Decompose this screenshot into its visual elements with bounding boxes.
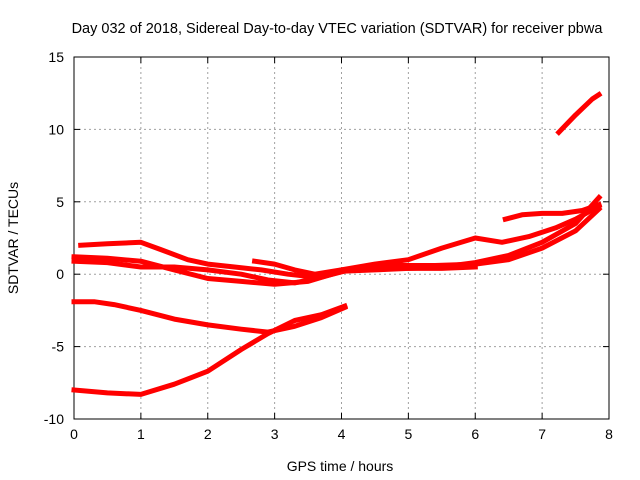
series-line-s8 bbox=[555, 91, 603, 136]
x-tick-label: 5 bbox=[404, 426, 412, 442]
x-tick-label: 3 bbox=[271, 426, 279, 442]
y-tick-label: 5 bbox=[56, 194, 64, 210]
series-line-s2 bbox=[71, 299, 349, 335]
y-tick-label: -5 bbox=[52, 339, 65, 355]
series-line-s6 bbox=[251, 258, 478, 277]
x-tick-label: 4 bbox=[338, 426, 346, 442]
chart-title: Day 032 of 2018, Sidereal Day-to-day VTE… bbox=[72, 21, 604, 37]
data-series bbox=[71, 91, 603, 397]
y-tick-label: 10 bbox=[48, 121, 64, 137]
x-tick-label: 7 bbox=[538, 426, 546, 442]
series-line-s7 bbox=[502, 201, 603, 223]
x-tick-label: 2 bbox=[204, 426, 212, 442]
y-tick-label: -10 bbox=[44, 411, 64, 427]
x-tick-label: 6 bbox=[471, 426, 479, 442]
y-tick-label: 15 bbox=[48, 49, 64, 65]
axis-ticks: 0 1 2 3 4 5 6 7 8 15 10 5 0 -5 -10 bbox=[44, 49, 613, 442]
x-tick-label: 1 bbox=[137, 426, 145, 442]
x-axis-label: GPS time / hours bbox=[287, 458, 394, 474]
x-tick-label: 0 bbox=[70, 426, 78, 442]
x-tick-label: 8 bbox=[605, 426, 613, 442]
y-tick-label: 0 bbox=[56, 266, 64, 282]
series-line-s1 bbox=[71, 302, 349, 397]
y-axis-label: SDTVAR / TECUs bbox=[5, 182, 21, 294]
